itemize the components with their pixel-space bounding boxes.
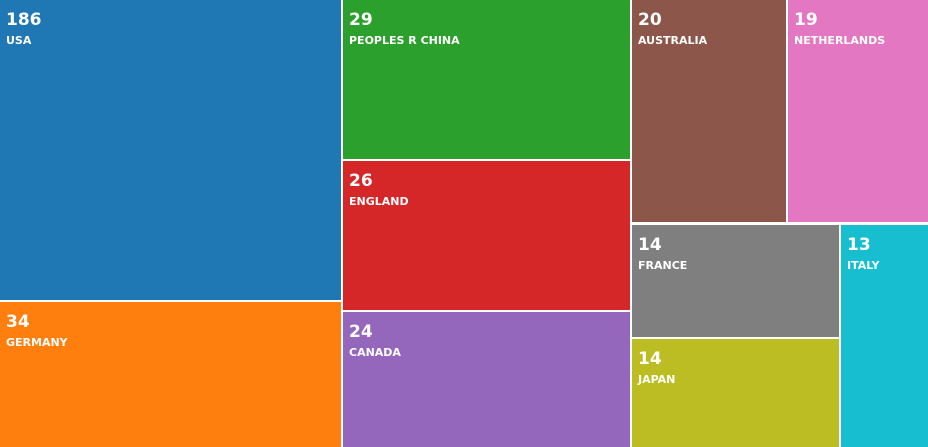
tile-label: GERMANY bbox=[6, 336, 69, 349]
tile-value: 19 bbox=[794, 10, 818, 30]
tile-value: 13 bbox=[847, 235, 871, 255]
tile bbox=[632, 0, 786, 222]
tile-value: 34 bbox=[6, 312, 30, 332]
tile-label: USA bbox=[6, 34, 32, 47]
tile bbox=[343, 161, 630, 310]
tile bbox=[343, 312, 630, 447]
tile-value: 20 bbox=[638, 10, 662, 30]
tile bbox=[841, 225, 928, 447]
tile bbox=[0, 302, 341, 447]
tile-label: AUSTRALIA bbox=[638, 34, 708, 47]
tile-label: ITALY bbox=[847, 259, 881, 272]
tile-value: 26 bbox=[349, 171, 373, 191]
tile-value: 29 bbox=[349, 10, 373, 30]
tile bbox=[343, 0, 630, 159]
tile bbox=[632, 225, 839, 337]
tile bbox=[0, 0, 341, 300]
tile-label: FRANCE bbox=[638, 259, 687, 272]
tile-label: NETHERLANDS bbox=[794, 34, 885, 47]
tile-value: 14 bbox=[638, 349, 662, 369]
tile bbox=[632, 339, 839, 447]
tile-label: PEOPLES R CHINA bbox=[349, 34, 460, 47]
tile bbox=[788, 0, 928, 222]
tile-label: JAPAN bbox=[637, 373, 675, 386]
tile-label: ENGLAND bbox=[349, 195, 409, 208]
tile-value: 186 bbox=[6, 10, 42, 30]
tile-value: 14 bbox=[638, 235, 662, 255]
tile-label: CANADA bbox=[349, 346, 401, 359]
tile-value: 24 bbox=[349, 322, 373, 342]
